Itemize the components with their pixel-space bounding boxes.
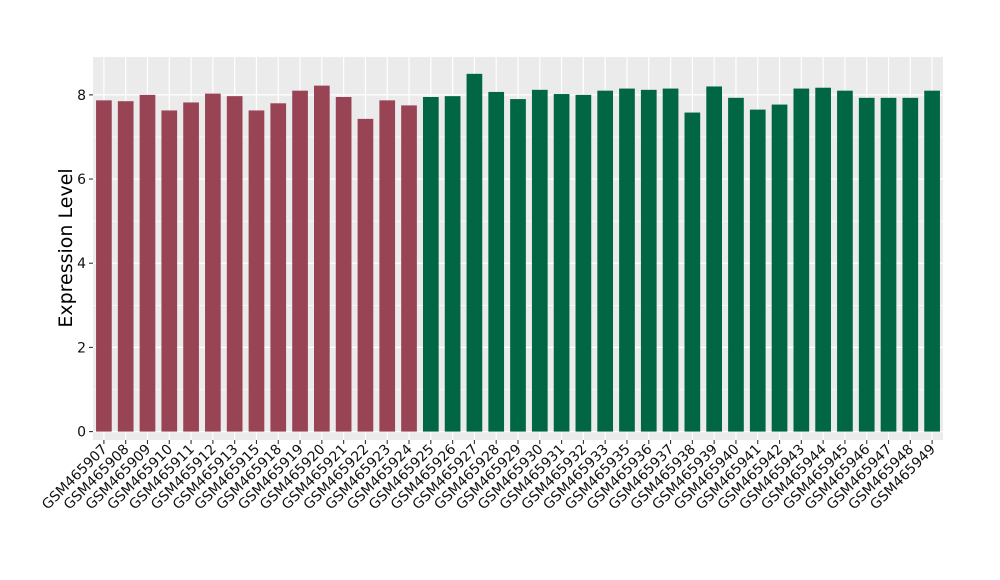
bar-GSM465947 [880,97,897,432]
bar-GSM465927 [466,73,483,432]
bar-GSM465929 [510,99,526,432]
bar-GSM465928 [488,91,505,432]
bar-GSM465946 [858,97,875,432]
bar-GSM465938 [684,112,701,432]
y-tick-label: 8 [77,88,86,104]
y-tick-label: 2 [77,340,86,356]
y-axis: 0 2 4 6 8 [77,88,93,441]
bar-GSM465918 [270,103,287,432]
bar-GSM465921 [335,96,352,432]
bar-GSM465949 [924,90,940,432]
bar-GSM465922 [357,118,374,432]
bar-GSM465909 [139,94,156,432]
bar-GSM465907 [96,100,112,432]
bar-GSM465930 [531,89,548,432]
bar-GSM465933 [597,90,614,432]
bar-GSM465911 [183,102,199,432]
bar-GSM465912 [205,93,221,432]
y-tick-label: 0 [77,425,86,441]
bar-GSM465937 [662,88,679,432]
bar-GSM465924 [401,105,417,432]
bar-GSM465942 [771,104,788,432]
bar-GSM465935 [619,88,635,432]
bar-GSM465943 [793,88,810,432]
bar-GSM465920 [314,85,330,432]
bar-GSM465936 [640,89,657,432]
bars [96,73,940,432]
bar-GSM465915 [248,110,265,432]
bar-GSM465923 [379,100,396,432]
y-tick-label: 6 [77,172,86,188]
bar-GSM465932 [575,94,592,432]
bar-GSM465931 [553,94,570,432]
bar-GSM465913 [226,96,243,432]
bar-GSM465908 [117,101,134,432]
bar-GSM465925 [422,96,439,432]
y-axis-title: Expression Level [55,168,77,327]
x-axis: GSM465907GSM465908GSM465909GSM465910GSM4… [39,440,939,513]
bar-GSM465941 [749,109,766,432]
y-tick-label: 4 [77,256,86,272]
bar-GSM465910 [161,110,178,432]
bar-GSM465940 [728,97,744,432]
bar-GSM465939 [706,86,722,432]
bar-GSM465948 [902,97,919,432]
bar-GSM465926 [444,96,461,432]
bar-GSM465945 [837,90,853,432]
bar-GSM465919 [292,90,308,432]
bar-GSM465944 [815,87,831,432]
